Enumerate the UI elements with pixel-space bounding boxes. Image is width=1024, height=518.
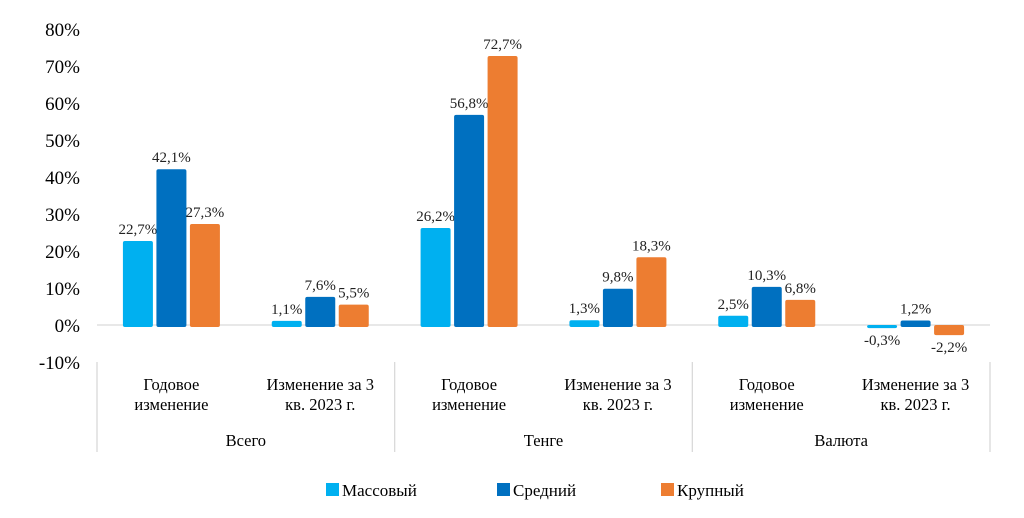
bar-Массовый xyxy=(569,320,600,327)
bar-Массовый xyxy=(271,320,302,327)
x-category-label: изменение xyxy=(134,395,208,414)
data-label: 10,3% xyxy=(747,268,786,284)
x-category-label: Годовое xyxy=(143,375,199,394)
bar-Массовый xyxy=(718,315,749,327)
bar-Средний xyxy=(305,296,336,327)
y-tick-label: -10% xyxy=(39,353,80,374)
data-label: 27,3% xyxy=(186,205,225,221)
x-category-label: Изменение за 3 xyxy=(564,375,671,394)
y-tick-label: 0% xyxy=(55,316,81,337)
x-category-label: Изменение за 3 xyxy=(862,375,969,394)
x-group-label: Всего xyxy=(226,431,266,450)
y-tick-label: 20% xyxy=(45,242,80,263)
bar-Крупный xyxy=(487,56,518,327)
data-label: -0,3% xyxy=(864,333,900,349)
x-category-label: изменение xyxy=(432,395,506,414)
bar-Средний xyxy=(156,169,187,327)
legend-swatch-Средний xyxy=(497,483,510,496)
bar-Крупный xyxy=(934,325,965,336)
x-category-label: кв. 2023 г. xyxy=(880,395,950,414)
legend-label: Средний xyxy=(513,481,576,500)
legend-label: Крупный xyxy=(677,481,744,500)
x-group-label: Тенге xyxy=(524,431,563,450)
bar-Крупный xyxy=(338,304,369,327)
bar-Средний xyxy=(751,286,782,327)
bar-Крупный xyxy=(636,257,667,327)
x-category-label: кв. 2023 г. xyxy=(285,395,355,414)
data-label: 72,7% xyxy=(483,37,522,53)
x-category-label: изменение xyxy=(730,395,804,414)
legend-swatch-Крупный xyxy=(661,483,674,496)
data-label: 1,1% xyxy=(271,302,302,318)
data-label: 22,7% xyxy=(119,222,158,238)
y-tick-label: 30% xyxy=(45,205,80,226)
data-label: 6,8% xyxy=(785,281,816,297)
x-group-label: Валюта xyxy=(814,431,868,450)
y-tick-label: 50% xyxy=(45,131,80,152)
data-label: 42,1% xyxy=(152,150,191,166)
y-tick-label: 80% xyxy=(45,20,80,41)
data-label: -2,2% xyxy=(931,340,967,356)
bar-Средний xyxy=(454,114,485,327)
data-label: 2,5% xyxy=(718,297,749,313)
data-label: 56,8% xyxy=(450,96,489,112)
bar-Крупный xyxy=(189,223,220,327)
bar-Крупный xyxy=(785,299,816,327)
data-label: 18,3% xyxy=(632,238,671,254)
x-category-label: Годовое xyxy=(441,375,497,394)
bar-Массовый xyxy=(867,325,898,329)
bar-Средний xyxy=(900,320,931,327)
y-tick-label: 10% xyxy=(45,279,80,300)
x-category-label: Годовое xyxy=(739,375,795,394)
data-label: 1,3% xyxy=(569,301,600,317)
legend-swatch-Массовый xyxy=(326,483,339,496)
x-category-label: Изменение за 3 xyxy=(267,375,374,394)
legend-label: Массовый xyxy=(342,481,417,500)
y-tick-label: 70% xyxy=(45,57,80,78)
data-label: 7,6% xyxy=(305,278,336,294)
data-label: 5,5% xyxy=(338,286,369,302)
data-label: 26,2% xyxy=(416,209,455,225)
bar-Средний xyxy=(602,288,633,327)
bar-Массовый xyxy=(420,228,451,327)
y-tick-label: 60% xyxy=(45,94,80,115)
x-category-label: кв. 2023 г. xyxy=(583,395,653,414)
y-tick-label: 40% xyxy=(45,168,80,189)
data-label: 9,8% xyxy=(602,270,633,286)
data-label: 1,2% xyxy=(900,302,931,318)
bar-Массовый xyxy=(122,241,153,327)
